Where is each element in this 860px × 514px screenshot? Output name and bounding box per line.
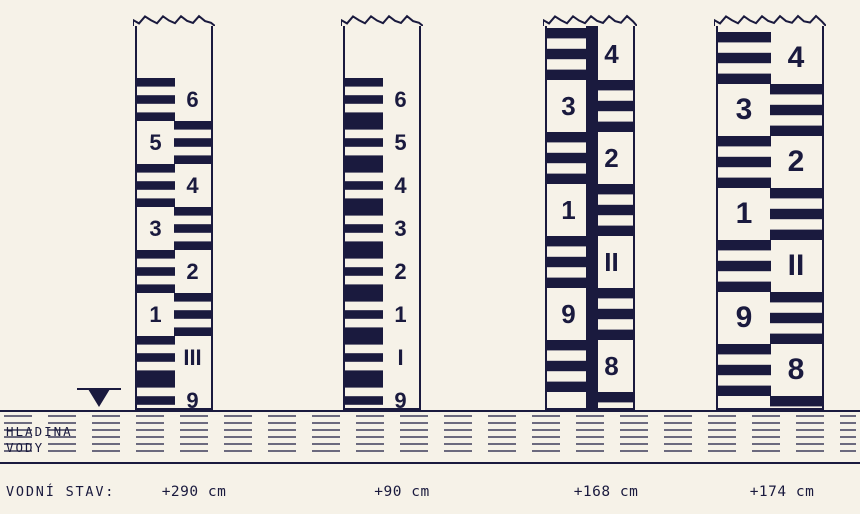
gauge-area: 9III1234569I123456789II1234789II1234: [0, 0, 860, 410]
gauge-digit: 6: [382, 89, 419, 111]
gauge-digit: I: [382, 347, 419, 369]
gauge-segment: 7: [718, 396, 822, 410]
gauge-segment: 9: [137, 379, 211, 410]
gauge-digit: 3: [718, 95, 770, 125]
gauge-digit: III: [174, 347, 211, 369]
gauge-segment: 6: [137, 78, 211, 121]
gauge-segment: 2: [137, 250, 211, 293]
gauge-segment: 9: [345, 379, 419, 410]
gauge-segment: 2: [718, 136, 822, 188]
gauge-digit: 1: [382, 304, 419, 326]
gauge-segment: 4: [345, 164, 419, 207]
gauge-digit: 9: [174, 390, 211, 411]
gauge-segment: 1: [345, 293, 419, 336]
base-line: [0, 462, 860, 464]
water-label-1: HLADINA: [6, 424, 73, 439]
water-hatching: [0, 412, 860, 452]
gauge-digit: 6: [174, 89, 211, 111]
water-label-2: VODY: [6, 440, 44, 455]
gauge-segment: 5: [137, 121, 211, 164]
gauge: 9 III123456: [135, 24, 213, 410]
gauge-digit: 9: [718, 303, 770, 333]
gauge-digit: 2: [770, 147, 822, 177]
gauge-reading: +90 cm: [342, 484, 462, 500]
gauge-segment: 5: [345, 121, 419, 164]
gauge-digit: II: [770, 251, 822, 281]
gauge-digit: 4: [382, 175, 419, 197]
gauge-digit: 2: [382, 261, 419, 283]
gauge-reading: +168 cm: [546, 484, 666, 500]
gauge: 789II1234: [545, 24, 635, 410]
gauge-digit: 9: [382, 390, 419, 411]
torn-edge: [341, 14, 423, 26]
torn-edge: [714, 14, 826, 26]
gauge-segment: 2: [345, 250, 419, 293]
gauge: 9 I 1 2 3 4 5 6: [343, 24, 421, 410]
gauge-digit: 1: [718, 199, 770, 229]
gauge-reading: +290 cm: [134, 484, 254, 500]
gauge-segment: II: [718, 240, 822, 292]
diagram-root: 9III1234569I123456789II1234789II1234 HLA…: [0, 0, 860, 514]
gauge-digit: 5: [137, 132, 174, 154]
torn-edge: [133, 14, 215, 26]
footer-label: VODNÍ STAV:: [6, 484, 115, 500]
gauge-digit: 3: [547, 93, 590, 119]
gauge-digit: 4: [174, 175, 211, 197]
gauge-digit: 3: [137, 218, 174, 240]
gauge-digit: 8: [770, 355, 822, 385]
gauge-segment: 3: [137, 207, 211, 250]
gauge-reading: +174 cm: [722, 484, 842, 500]
gauge-digit: 3: [382, 218, 419, 240]
gauge-digit: 5: [382, 132, 419, 154]
gauge-segment: 9: [718, 292, 822, 344]
gauge-segment: III: [137, 336, 211, 379]
gauge-digit: 9: [547, 301, 590, 327]
gauge-center-band: [586, 24, 598, 408]
gauge-segment: 4: [137, 164, 211, 207]
gauge-segment: 4: [718, 32, 822, 84]
gauge: 7 89II1234: [716, 24, 824, 410]
gauge-digit: 2: [174, 261, 211, 283]
gauge-segment: 3: [718, 84, 822, 136]
gauge-segment: 1: [718, 188, 822, 240]
gauge-segment: I: [345, 336, 419, 379]
gauge-digit: 1: [137, 304, 174, 326]
water-level-symbol: [88, 389, 110, 407]
gauge-digit: 1: [547, 197, 590, 223]
gauge-segment: 1: [137, 293, 211, 336]
torn-edge: [543, 14, 637, 26]
gauge-digit: 4: [770, 43, 822, 73]
gauge-segment: 6: [345, 78, 419, 121]
gauge-segment: 8: [718, 344, 822, 396]
gauge-segment: 3: [345, 207, 419, 250]
